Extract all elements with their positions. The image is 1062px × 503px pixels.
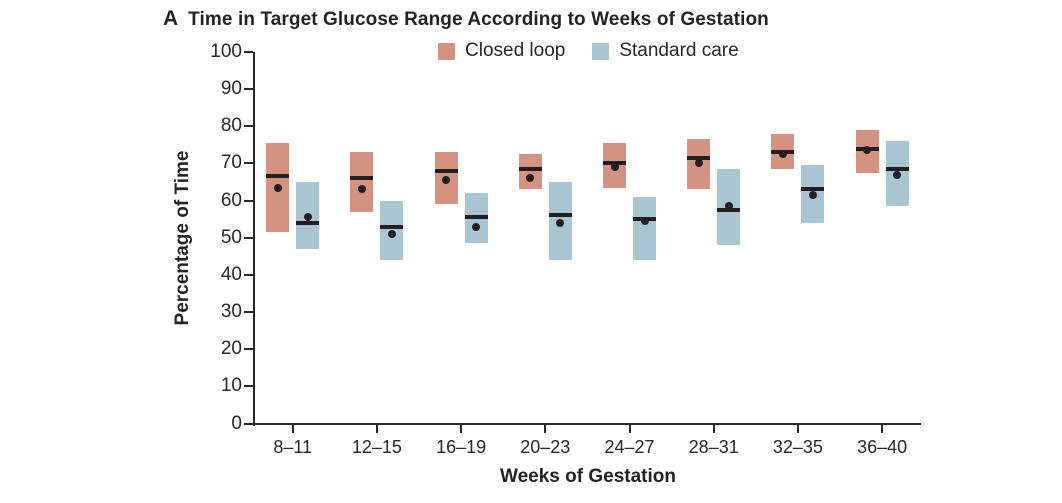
x-axis-spine: [253, 422, 921, 425]
title-row: A Time in Target Glucose Range According …: [163, 7, 769, 31]
median-line: [687, 155, 711, 160]
mean-dot: [303, 213, 312, 222]
y-tick: [244, 311, 253, 314]
mean-dot: [472, 222, 481, 231]
x-tick: [375, 424, 378, 433]
y-tick: [244, 422, 253, 425]
x-tick: [796, 424, 799, 433]
x-tick-label: 16–19: [436, 436, 487, 457]
median-line: [464, 215, 488, 220]
y-tick-label: 50: [220, 226, 242, 248]
box-closed-loop: [350, 152, 374, 212]
legend-item-standard-care: Standard care: [592, 40, 739, 62]
y-tick-label: 80: [220, 115, 242, 137]
median-line: [801, 187, 825, 192]
y-tick: [244, 199, 253, 202]
mean-dot: [442, 176, 451, 185]
y-tick-label: 100: [210, 41, 242, 62]
box-closed-loop: [518, 154, 542, 190]
standard-care-swatch-icon: [592, 42, 610, 60]
median-line: [518, 167, 542, 172]
x-tick: [712, 424, 715, 433]
mean-dot: [526, 174, 535, 183]
y-axis-spine: [253, 52, 255, 426]
y-tick-label: 70: [220, 152, 242, 174]
y-tick-label: 90: [220, 78, 242, 100]
mean-dot: [724, 202, 733, 211]
y-tick-label: 20: [220, 338, 242, 360]
y-tick: [244, 385, 253, 388]
mean-dot: [640, 217, 649, 226]
chart-title: Time in Target Glucose Range According t…: [188, 9, 769, 30]
mean-dot: [863, 146, 872, 155]
mean-dot: [778, 150, 787, 159]
mean-dot: [694, 159, 703, 168]
y-tick: [244, 88, 253, 91]
mean-dot: [273, 183, 282, 192]
mean-dot: [556, 218, 565, 227]
legend-label-standard-care: Standard care: [619, 40, 739, 61]
mean-dot: [808, 191, 817, 200]
x-tick-label: 24–27: [604, 436, 655, 457]
y-axis-label: Percentage of Time: [172, 150, 193, 326]
y-tick: [244, 162, 253, 165]
y-tick-label: 0: [231, 412, 242, 434]
y-tick-label: 30: [220, 301, 242, 323]
median-line: [380, 224, 404, 229]
x-tick-label: 28–31: [688, 436, 739, 457]
legend: Closed loop Standard care: [438, 40, 739, 62]
x-tick: [881, 424, 884, 433]
mean-dot: [610, 163, 619, 172]
x-axis-label: Weeks of Gestation: [500, 466, 676, 487]
y-tick-label: 10: [220, 375, 242, 397]
y-tick: [244, 51, 253, 53]
closed-loop-swatch-icon: [438, 42, 455, 60]
x-tick-label: 36–40: [857, 436, 908, 457]
x-tick: [460, 424, 463, 433]
x-tick-label: 20–23: [520, 436, 571, 457]
legend-item-closed-loop: Closed loop: [438, 40, 565, 62]
median-line: [296, 220, 320, 225]
median-line: [548, 213, 572, 218]
y-tick: [244, 348, 253, 351]
mean-dot: [893, 170, 902, 179]
x-tick: [544, 424, 547, 433]
median-line: [266, 174, 290, 179]
median-line: [350, 176, 374, 181]
median-line: [885, 167, 909, 172]
y-tick-label: 60: [220, 189, 242, 211]
x-tick-label: 12–15: [351, 436, 402, 457]
y-tick-label: 40: [220, 263, 242, 285]
x-tick-label: 8–11: [273, 436, 313, 457]
panel-label: A: [163, 7, 179, 30]
x-tick-label: 32–35: [772, 436, 823, 457]
legend-label-closed-loop: Closed loop: [465, 40, 566, 61]
y-tick: [244, 125, 253, 128]
x-tick: [291, 424, 294, 433]
median-line: [434, 168, 458, 173]
y-tick: [244, 273, 253, 276]
mean-dot: [387, 230, 396, 239]
x-tick: [628, 424, 631, 433]
mean-dot: [357, 185, 366, 194]
y-tick: [244, 236, 253, 239]
box-standard-care: [633, 196, 656, 261]
